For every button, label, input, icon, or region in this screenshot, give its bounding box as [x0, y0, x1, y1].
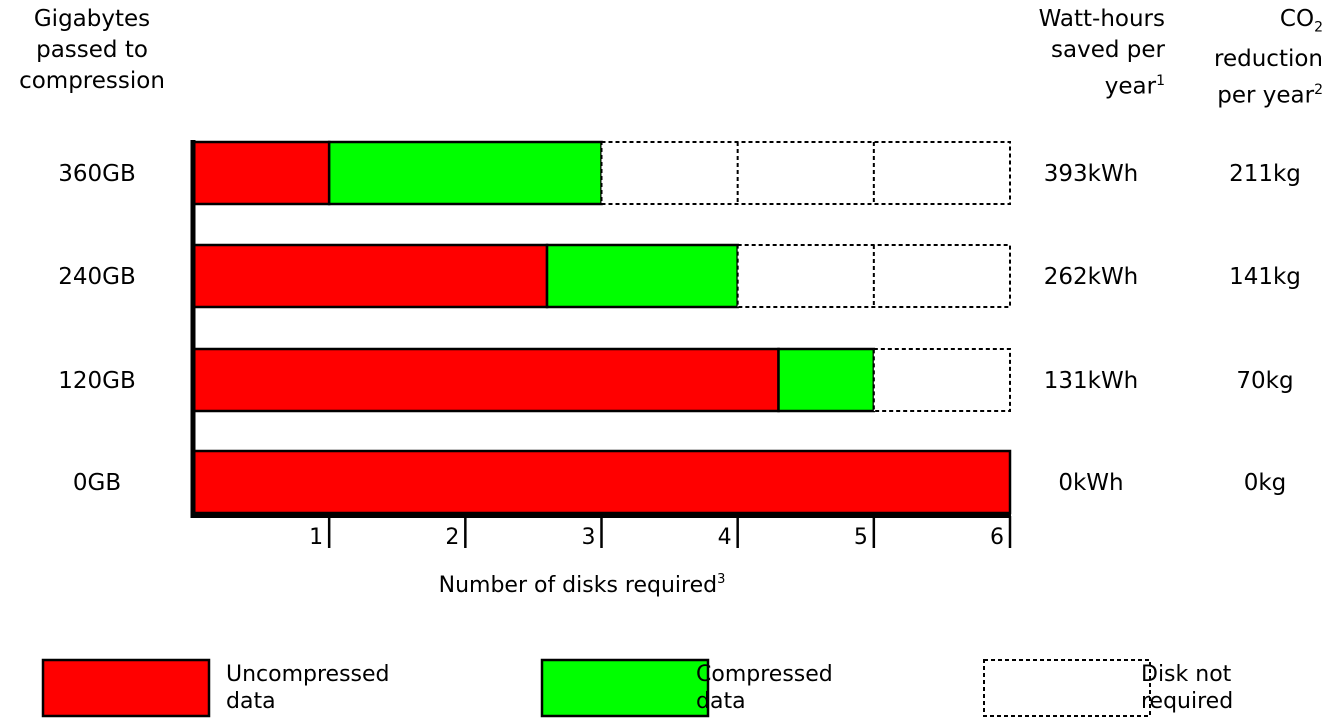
- bar-segment: [600, 141, 1011, 205]
- x-axis-title-text: Number of disks required: [439, 573, 717, 598]
- ylabel-line: passed to: [36, 37, 148, 63]
- x-tick-label: 2: [445, 525, 459, 550]
- co2-value: 0kg: [1244, 470, 1287, 496]
- co2-header-line: reduction: [1214, 45, 1323, 72]
- x-tick-label: 5: [854, 525, 868, 550]
- watt-hours-value: 262kWh: [1044, 264, 1139, 290]
- category-label: 120GB: [58, 368, 136, 394]
- ylabel-header: Gigabytes passed to compression: [0, 4, 184, 97]
- legend-label-line: data: [696, 689, 746, 714]
- x-tick-label: 6: [990, 525, 1004, 550]
- watt-header-footnote: 1: [1156, 73, 1165, 89]
- category-label: 240GB: [58, 264, 136, 290]
- legend: [41, 658, 1151, 718]
- ylabel-line: Gigabytes: [33, 6, 151, 32]
- co2-header-footnote: 2: [1314, 81, 1323, 98]
- bar-segment: [327, 140, 603, 206]
- co2-header: CO2 reduction per year2: [1176, 4, 1323, 111]
- legend-label-line: required: [1141, 689, 1234, 714]
- co2-value: 70kg: [1236, 368, 1293, 394]
- legend-label-not-required: Disk not required: [1141, 661, 1233, 715]
- x-tick-label: 4: [718, 525, 732, 550]
- bar-segment: [191, 347, 780, 413]
- category-label: 0GB: [73, 470, 121, 496]
- x-axis-title: Number of disks required3: [439, 572, 726, 598]
- legend-label-compressed: Compressed data: [696, 661, 833, 715]
- legend-label-uncompressed: Uncompressed data: [226, 661, 390, 715]
- labels-layer: 360GB 393kWh 211kg 240GB 262kWh 141kg 120GB 131…: [58, 161, 1301, 496]
- watt-hours-value: 131kWh: [1044, 368, 1139, 394]
- legend-label-line: Disk not: [1141, 662, 1232, 687]
- co2-header-subscript: 2: [1314, 19, 1323, 36]
- watt-header-line: year: [1104, 73, 1157, 100]
- bar-segment: [191, 449, 1012, 515]
- co2-value: 211kg: [1229, 161, 1301, 187]
- co2-value: 141kg: [1229, 264, 1301, 290]
- legend-swatch: [983, 659, 1151, 717]
- bar-segment: [191, 140, 331, 206]
- x-tick-label: 1: [309, 525, 323, 550]
- bars-layer: [191, 140, 1012, 515]
- watt-header-line: Watt-hours: [1038, 6, 1165, 32]
- legend-swatch: [41, 658, 211, 718]
- bar-segment: [872, 348, 1011, 412]
- x-axis-title-footnote: 3: [717, 572, 725, 587]
- watt-hours-value: 393kWh: [1044, 161, 1139, 187]
- watt-hours-value: 0kWh: [1058, 470, 1123, 496]
- category-label: 360GB: [58, 161, 136, 187]
- legend-label-line: data: [226, 689, 276, 714]
- co2-header-line: CO: [1279, 6, 1315, 32]
- bar-segment: [191, 243, 549, 309]
- axes-layer: 1 2 3 4 5 6: [190, 140, 1012, 550]
- legend-swatch: [540, 658, 710, 718]
- x-tick-label: 3: [582, 525, 596, 550]
- bar-segment: [777, 347, 876, 413]
- ylabel-line: compression: [19, 68, 165, 94]
- watt-header-line: saved per: [1051, 37, 1165, 63]
- co2-header-line: per year: [1217, 82, 1315, 109]
- bar-segment: [545, 243, 739, 309]
- watt-hours-header: Watt-hours saved per year1: [1015, 4, 1165, 103]
- legend-label-line: Uncompressed: [226, 662, 390, 687]
- legend-label-line: Compressed: [696, 662, 833, 687]
